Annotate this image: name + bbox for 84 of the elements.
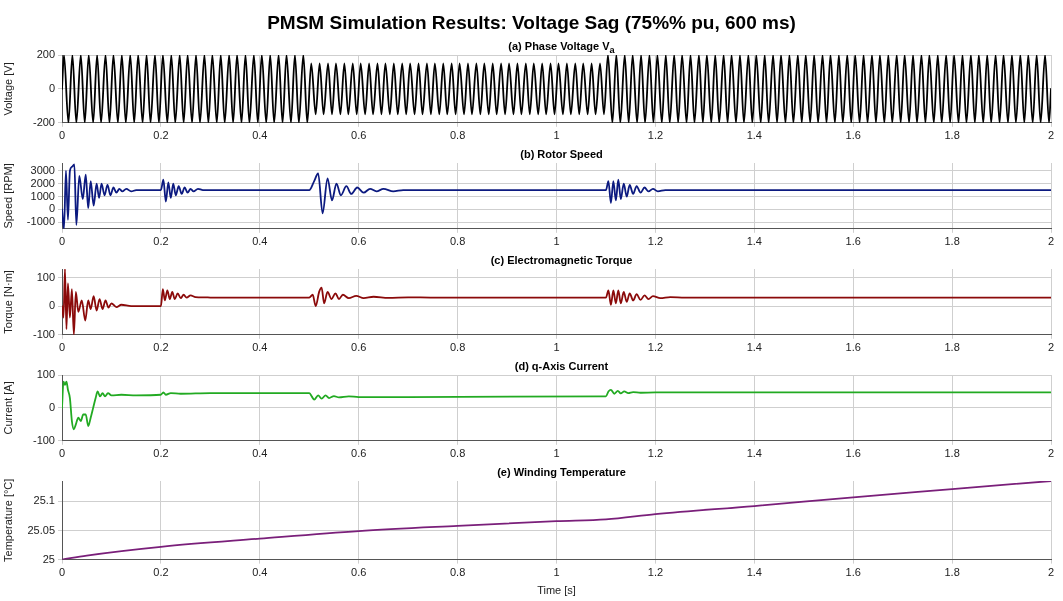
x-tick-label: 1.8 (944, 129, 960, 142)
x-tick-label: 0.6 (351, 566, 367, 579)
y-tick-label: -1000 (26, 215, 55, 228)
x-tick-label: 0.4 (252, 447, 268, 460)
y-axis-title: Speed [RPM] (1, 163, 14, 229)
x-tick-label: 1.4 (746, 235, 762, 248)
x-tick-label: 2 (1047, 129, 1055, 142)
x-tick-label: 0 (58, 566, 66, 579)
x-tick-label: 1.4 (746, 566, 762, 579)
y-axis-title: Voltage [V] (1, 62, 14, 116)
x-tick-label: 0.8 (449, 566, 466, 579)
x-tick-label: 0.2 (153, 235, 169, 248)
x-tick-label: 1.2 (647, 341, 664, 354)
x-tick-label: 0.2 (153, 341, 169, 354)
x-tick-label: 0 (58, 341, 66, 354)
x-tick-label: 0.8 (449, 341, 466, 354)
y-tick-label: -100 (32, 433, 55, 446)
x-tick-label: 0.4 (252, 235, 268, 248)
x-tick-label: 1.6 (845, 447, 861, 460)
x-tick-label: 1.8 (944, 447, 960, 460)
x-tick-label: 1.4 (746, 341, 762, 354)
chart-title: (e) Winding Temperature (496, 465, 627, 480)
y-tick-label: 200 (36, 48, 55, 61)
x-tick-label: 0 (58, 447, 66, 460)
x-tick-label: 2 (1047, 235, 1055, 248)
chart-title: (d) q-Axis Current (513, 359, 610, 374)
y-tick-label: 0 (48, 202, 55, 215)
x-tick-label: 0.8 (449, 447, 466, 460)
x-tick-label: 0 (58, 129, 66, 142)
x-tick-label: 1.8 (944, 341, 960, 354)
x-tick-label: 1.8 (944, 566, 960, 579)
y-tick-label: 25.05 (27, 523, 55, 536)
x-tick-label: 0.2 (153, 566, 169, 579)
x-tick-label: 1.8 (944, 235, 960, 248)
x-tick-label: 0.8 (449, 129, 466, 142)
x-tick-label: 0.4 (252, 129, 268, 142)
x-tick-label: 1.6 (845, 566, 861, 579)
y-tick-label: 100 (36, 368, 55, 381)
y-axis-title: Temperature [°C] (1, 478, 14, 562)
chart-subtitle: (a) Phase Voltage V$_{a}$ (507, 39, 616, 56)
x-axis-title: Time [s] (537, 584, 576, 597)
x-tick-label: 0.2 (153, 129, 169, 142)
x-tick-label: 2 (1047, 447, 1055, 460)
chart-title: (c) Electromagnetic Torque (489, 253, 634, 268)
x-tick-label: 0.6 (351, 129, 367, 142)
y-tick-label: 0 (48, 400, 55, 413)
x-tick-label: 1.4 (746, 447, 762, 460)
x-tick-label: 1 (553, 341, 560, 354)
x-tick-label: 1.2 (647, 235, 664, 248)
x-tick-label: 1.2 (647, 129, 664, 142)
y-tick-label: -200 (32, 115, 55, 128)
x-tick-label: 0.4 (252, 341, 268, 354)
x-tick-label: 1 (553, 129, 560, 142)
y-tick-label: -100 (32, 327, 55, 340)
y-tick-label: 1000 (30, 189, 55, 202)
y-tick-label: 25.1 (33, 494, 55, 507)
x-tick-label: 2 (1047, 341, 1055, 354)
y-axis-title: Current [A] (1, 381, 14, 435)
y-tick-label: 2000 (30, 176, 55, 189)
x-tick-label: 1.6 (845, 129, 861, 142)
x-tick-label: 0.4 (252, 566, 268, 579)
chart-title: PMSM Simulation Results: Voltage Sag (75%% pu, 600 ms) (266, 11, 797, 35)
y-tick-label: 0 (48, 81, 55, 94)
x-tick-label: 2 (1047, 566, 1055, 579)
x-tick-label: 1 (553, 235, 560, 248)
y-axis-title: Torque [N·m] (1, 270, 14, 334)
x-tick-label: 0.6 (351, 447, 367, 460)
y-tick-label: 25 (42, 552, 55, 565)
x-tick-label: 1.4 (746, 129, 762, 142)
y-tick-label: 100 (36, 270, 55, 283)
x-tick-label: 1.6 (845, 341, 861, 354)
x-tick-label: 0 (58, 235, 66, 248)
x-tick-label: 0.6 (351, 235, 367, 248)
x-tick-label: 1.6 (845, 235, 861, 248)
x-tick-label: 1 (553, 447, 560, 460)
x-tick-label: 1.2 (647, 447, 664, 460)
x-tick-label: 0.6 (351, 341, 367, 354)
y-tick-label: 3000 (30, 163, 55, 176)
x-tick-label: 1.2 (647, 566, 664, 579)
x-tick-label: 0.8 (449, 235, 466, 248)
x-tick-label: 1 (553, 566, 560, 579)
x-tick-label: 0.2 (153, 447, 169, 460)
chart-title: (b) Rotor Speed (519, 147, 604, 162)
y-tick-label: 0 (48, 299, 55, 312)
